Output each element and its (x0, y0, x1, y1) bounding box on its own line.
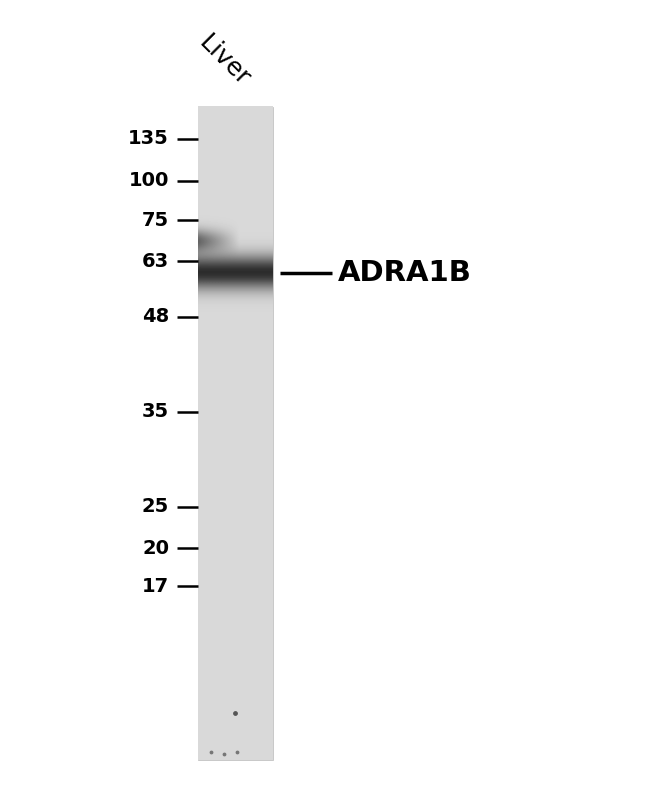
Text: 35: 35 (142, 402, 169, 421)
Text: 63: 63 (142, 252, 169, 271)
Text: 100: 100 (129, 171, 169, 190)
Text: 17: 17 (142, 577, 169, 596)
Bar (198, 107, 273, 760)
Point (232, 746, 242, 759)
Text: 48: 48 (142, 307, 169, 326)
Point (230, 706, 240, 719)
Point (219, 748, 229, 760)
Text: ADRA1B: ADRA1B (338, 259, 472, 287)
Text: 135: 135 (128, 129, 169, 148)
Text: 25: 25 (142, 497, 169, 516)
Text: Liver: Liver (194, 31, 255, 91)
Text: 20: 20 (142, 539, 169, 558)
Text: 75: 75 (142, 211, 169, 230)
Point (206, 746, 216, 759)
